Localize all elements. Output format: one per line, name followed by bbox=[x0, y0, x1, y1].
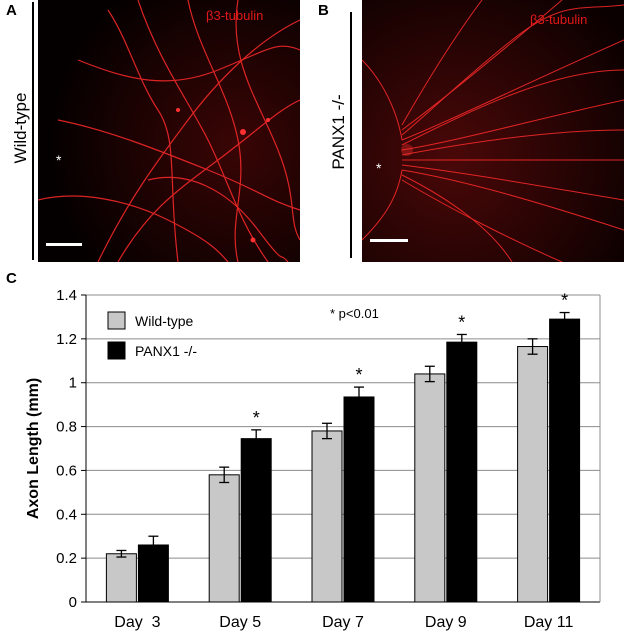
legend-swatch bbox=[107, 341, 126, 360]
y-tick-label: 0 bbox=[69, 594, 77, 611]
panel-b-genotype-label: PANX1 -/- bbox=[329, 94, 348, 170]
significance-asterisk: * bbox=[458, 312, 465, 332]
significance-asterisk: * bbox=[355, 365, 362, 385]
labels: 0 0.2 0.4 0.6 0.8 1 1.2 1.4 Day 3 * Day 5 * Day 7 * Da… bbox=[25, 287, 573, 631]
significance-asterisk: * bbox=[253, 408, 260, 428]
y-tick-label: 0.8 bbox=[56, 419, 77, 436]
panel-b-letter: B bbox=[318, 2, 329, 19]
panel-a-scale-bar bbox=[46, 243, 82, 246]
y-tick-label: 0.2 bbox=[56, 550, 77, 567]
panx1-bar bbox=[240, 438, 272, 603]
panel-b-neurite-image bbox=[362, 0, 624, 262]
y-tick-label: 1.2 bbox=[56, 331, 77, 348]
panx1-bar bbox=[549, 318, 581, 603]
panx1-bar bbox=[343, 396, 375, 603]
wildtype-bar bbox=[208, 474, 240, 603]
significance-asterisk: * bbox=[561, 291, 568, 311]
panel-a-stain-label: β3-tubulin bbox=[206, 8, 264, 23]
panel-a-neurite-image bbox=[38, 0, 300, 262]
x-tick-label: Day 11 bbox=[524, 614, 574, 631]
panel-b-divider-line bbox=[350, 12, 352, 258]
panel-b-micrograph bbox=[362, 0, 624, 262]
axon-length-bar-chart: 0 0.2 0.4 0.6 0.8 1 1.2 1.4 Day 3 * Day 5 * Day 7 * Da… bbox=[25, 287, 601, 631]
y-tick-label: 0.6 bbox=[56, 462, 77, 479]
legend-label: PANX1 -/- bbox=[135, 343, 197, 359]
panel-a-asterisk: * bbox=[56, 152, 62, 168]
wildtype-bar bbox=[517, 346, 549, 603]
x-tick-label: Day 9 bbox=[425, 614, 467, 631]
panel-b-scale-bar bbox=[370, 239, 408, 242]
panel-a-letter: A bbox=[6, 2, 17, 19]
y-tick-label: 1.4 bbox=[56, 287, 77, 304]
axes bbox=[81, 294, 601, 603]
x-tick-label: Day 3 bbox=[114, 614, 160, 631]
wildtype-bar bbox=[311, 430, 343, 603]
legend-label: Wild-type bbox=[135, 313, 194, 329]
wildtype-bar bbox=[414, 373, 446, 603]
y-axis-label: Axon Length (mm) bbox=[25, 378, 42, 519]
panel-c-letter: C bbox=[6, 270, 17, 287]
x-tick-label: Day 7 bbox=[322, 614, 364, 631]
panel-a-micrograph bbox=[38, 0, 300, 262]
panx1-bar bbox=[446, 341, 478, 603]
panel-a-genotype-label: Wild-type bbox=[11, 92, 30, 164]
p-value-annotation: * p<0.01 bbox=[330, 306, 379, 321]
wildtype-bar bbox=[105, 553, 137, 603]
legend-swatch bbox=[107, 311, 126, 330]
panel-a-divider-line bbox=[32, 2, 34, 260]
y-tick-label: 1 bbox=[69, 375, 77, 392]
panel-b-stain-label: β3-tubulin bbox=[530, 12, 588, 27]
y-tick-label: 0.4 bbox=[56, 506, 77, 523]
x-tick-label: Day 5 bbox=[219, 614, 261, 631]
panel-b-asterisk: * bbox=[376, 160, 382, 176]
